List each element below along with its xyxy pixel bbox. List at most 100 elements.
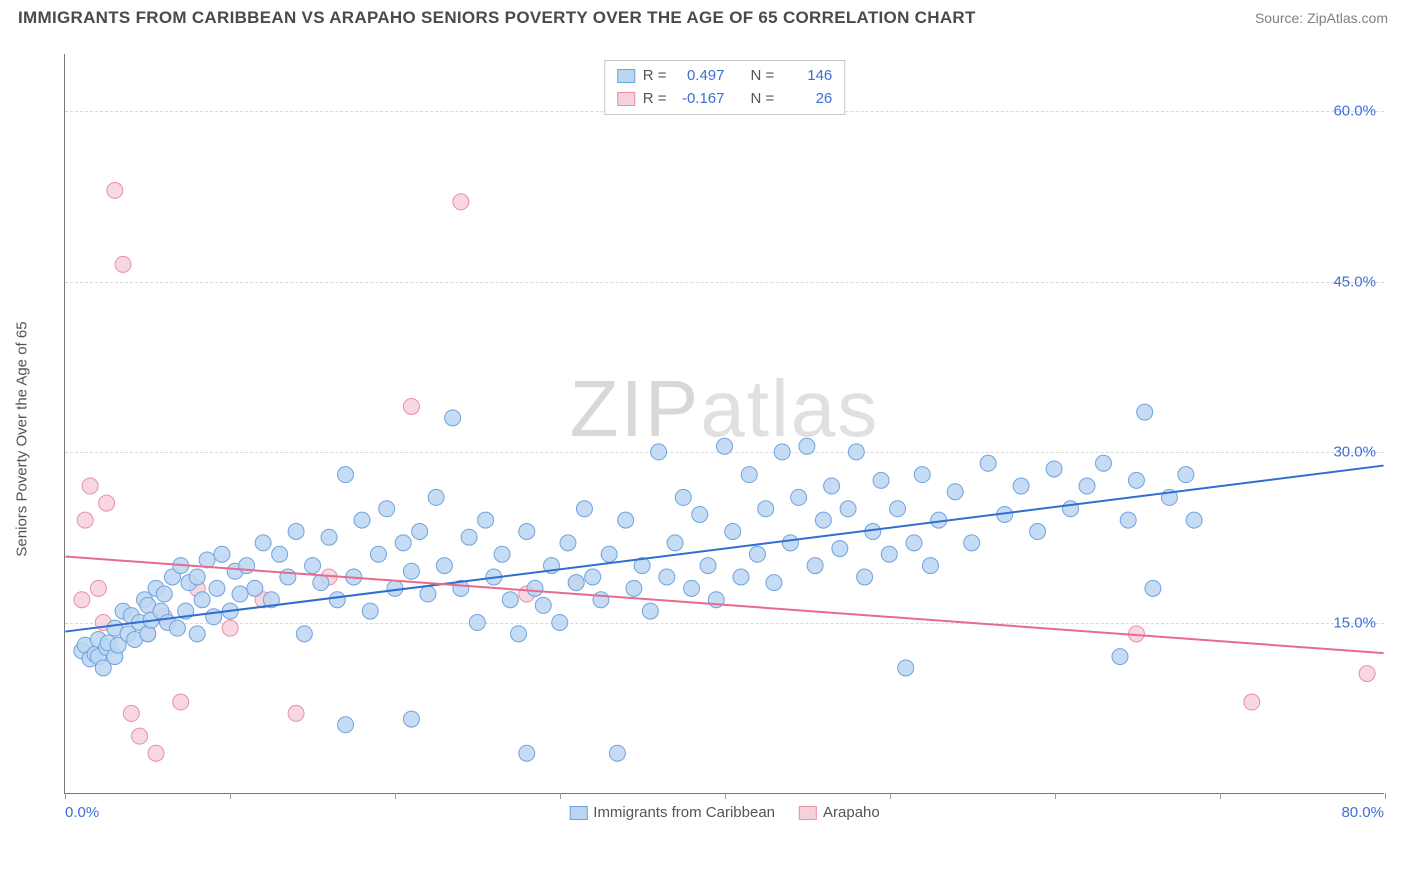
data-point: [420, 586, 436, 602]
data-point: [717, 438, 733, 454]
data-point: [338, 717, 354, 733]
chart-title: IMMIGRANTS FROM CARIBBEAN VS ARAPAHO SEN…: [18, 8, 976, 28]
x-tick: [1055, 793, 1056, 799]
x-tick: [1220, 793, 1221, 799]
data-point: [741, 467, 757, 483]
data-point: [214, 546, 230, 562]
data-point: [873, 472, 889, 488]
source-name: ZipAtlas.com: [1307, 10, 1388, 26]
data-point: [412, 524, 428, 540]
swatch-series2: [617, 92, 635, 106]
data-point: [799, 438, 815, 454]
data-point: [881, 546, 897, 562]
r-value-series2: -0.167: [675, 88, 725, 111]
data-point: [766, 575, 782, 591]
data-point: [502, 592, 518, 608]
data-point: [890, 501, 906, 517]
r-label: R =: [643, 88, 667, 111]
data-point: [1013, 478, 1029, 494]
data-point: [857, 569, 873, 585]
data-point: [222, 620, 238, 636]
data-point: [1178, 467, 1194, 483]
data-point: [453, 194, 469, 210]
data-point: [272, 546, 288, 562]
data-point: [560, 535, 576, 551]
data-point: [321, 529, 337, 545]
corr-row-series1: R = 0.497 N = 146: [617, 65, 833, 88]
data-point: [478, 512, 494, 528]
data-point: [815, 512, 831, 528]
legend-label-series1: Immigrants from Caribbean: [593, 804, 775, 821]
data-point: [370, 546, 386, 562]
data-point: [1079, 478, 1095, 494]
data-point: [1186, 512, 1202, 528]
data-point: [403, 398, 419, 414]
data-point: [626, 580, 642, 596]
data-point: [576, 501, 592, 517]
data-point: [255, 535, 271, 551]
data-point: [749, 546, 765, 562]
data-point: [1120, 512, 1136, 528]
data-point: [832, 541, 848, 557]
data-point: [313, 575, 329, 591]
source-prefix: Source:: [1255, 10, 1307, 26]
series-legend: Immigrants from Caribbean Arapaho: [569, 804, 879, 821]
data-point: [461, 529, 477, 545]
data-point: [519, 524, 535, 540]
data-point: [99, 495, 115, 511]
data-point: [156, 586, 172, 602]
data-point: [280, 569, 296, 585]
r-value-series1: 0.497: [675, 65, 725, 88]
data-point: [1112, 649, 1128, 665]
data-point: [428, 489, 444, 505]
data-point: [807, 558, 823, 574]
swatch-series2: [799, 806, 817, 820]
data-point: [123, 705, 139, 721]
data-point: [1128, 472, 1144, 488]
data-point: [675, 489, 691, 505]
data-point: [436, 558, 452, 574]
x-tick: [560, 793, 561, 799]
swatch-series1: [569, 806, 587, 820]
data-point: [980, 455, 996, 471]
data-point: [964, 535, 980, 551]
data-point: [115, 256, 131, 272]
n-label: N =: [751, 65, 775, 88]
x-tick: [725, 793, 726, 799]
data-point: [189, 626, 205, 642]
data-point: [189, 569, 205, 585]
data-point: [618, 512, 634, 528]
r-label: R =: [643, 65, 667, 88]
data-point: [848, 444, 864, 460]
data-point: [148, 745, 164, 761]
data-point: [362, 603, 378, 619]
legend-item-series1: Immigrants from Caribbean: [569, 804, 775, 821]
data-point: [758, 501, 774, 517]
data-point: [1095, 455, 1111, 471]
data-point: [552, 614, 568, 630]
n-value-series2: 26: [782, 88, 832, 111]
data-point: [132, 728, 148, 744]
data-point: [700, 558, 716, 574]
data-point: [782, 535, 798, 551]
data-point: [609, 745, 625, 761]
data-point: [824, 478, 840, 494]
data-point: [305, 558, 321, 574]
data-point: [601, 546, 617, 562]
data-point: [511, 626, 527, 642]
data-point: [354, 512, 370, 528]
source-attribution: Source: ZipAtlas.com: [1255, 10, 1388, 26]
data-point: [1030, 524, 1046, 540]
data-point: [1063, 501, 1079, 517]
data-point: [898, 660, 914, 676]
data-point: [288, 705, 304, 721]
data-point: [107, 182, 123, 198]
data-point: [288, 524, 304, 540]
data-point: [535, 597, 551, 613]
x-tick: [230, 793, 231, 799]
plot-svg: [65, 54, 1384, 793]
data-point: [1244, 694, 1260, 710]
x-axis-max-label: 80.0%: [1341, 804, 1384, 821]
data-point: [692, 506, 708, 522]
data-point: [585, 569, 601, 585]
